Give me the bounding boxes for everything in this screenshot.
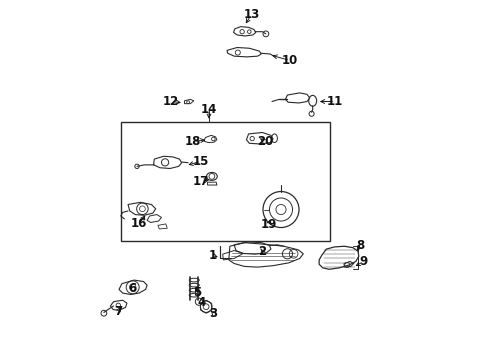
Text: 15: 15 (193, 155, 209, 168)
Text: 14: 14 (201, 103, 217, 116)
Text: 13: 13 (244, 8, 260, 21)
Text: 10: 10 (282, 54, 298, 67)
Text: 9: 9 (360, 255, 368, 268)
Text: 17: 17 (193, 175, 209, 188)
Text: 5: 5 (194, 286, 201, 299)
Text: 6: 6 (128, 282, 137, 294)
Text: 18: 18 (185, 135, 201, 148)
Text: 1: 1 (209, 249, 217, 262)
Text: 7: 7 (114, 305, 122, 318)
Text: 16: 16 (131, 217, 147, 230)
Text: 8: 8 (356, 239, 365, 252)
Text: 11: 11 (327, 95, 343, 108)
Text: 20: 20 (257, 135, 273, 148)
Text: 3: 3 (209, 307, 218, 320)
Text: 12: 12 (163, 95, 179, 108)
Text: 4: 4 (197, 296, 206, 309)
Text: 2: 2 (258, 245, 267, 258)
Text: 19: 19 (260, 219, 276, 231)
Bar (121, 122, 330, 241)
